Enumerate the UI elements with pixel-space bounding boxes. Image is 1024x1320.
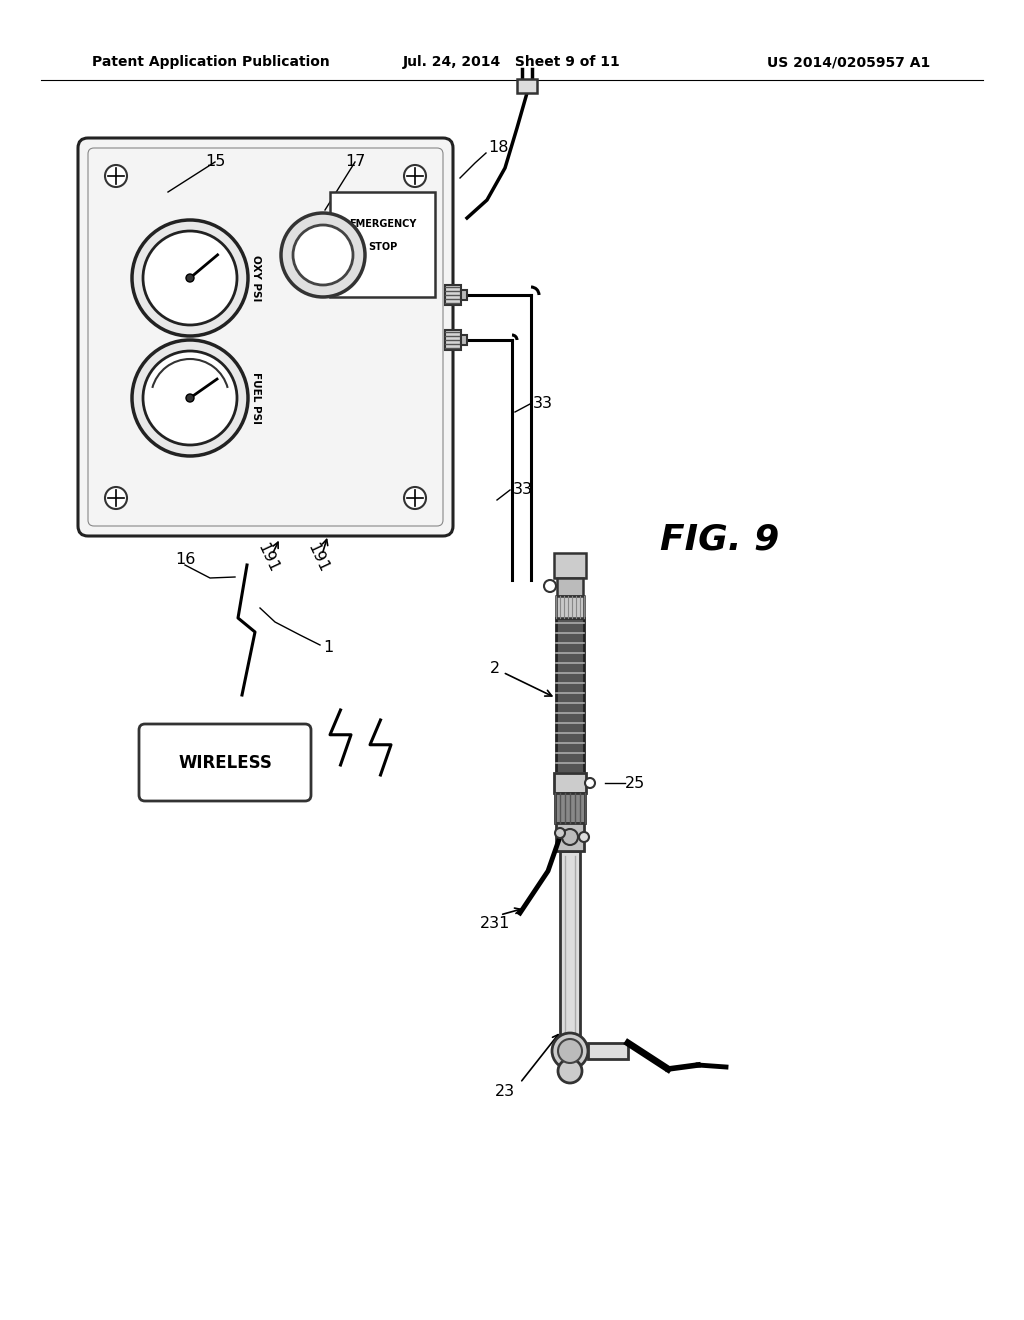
Text: Patent Application Publication: Patent Application Publication: [92, 55, 330, 69]
Circle shape: [105, 487, 127, 510]
Text: 33: 33: [534, 396, 553, 412]
Bar: [560, 851, 580, 1051]
Circle shape: [558, 1039, 582, 1063]
Text: 1: 1: [323, 640, 333, 656]
Bar: [556, 618, 584, 774]
Bar: [517, 79, 537, 92]
Circle shape: [404, 165, 426, 187]
Text: 191: 191: [255, 541, 282, 576]
Text: EMERGENCY: EMERGENCY: [349, 219, 416, 228]
Bar: [445, 330, 461, 350]
Bar: [554, 553, 586, 578]
Circle shape: [562, 829, 578, 845]
Circle shape: [105, 165, 127, 187]
Circle shape: [132, 341, 248, 455]
Circle shape: [281, 213, 365, 297]
Text: 16: 16: [175, 553, 196, 568]
Circle shape: [544, 579, 556, 591]
Circle shape: [555, 828, 565, 838]
Bar: [461, 335, 467, 345]
FancyBboxPatch shape: [78, 139, 453, 536]
Text: 231: 231: [480, 916, 510, 931]
Text: 17: 17: [345, 154, 366, 169]
Bar: [555, 793, 585, 822]
Circle shape: [579, 832, 589, 842]
Text: FUEL PSI: FUEL PSI: [251, 372, 261, 424]
Circle shape: [558, 1059, 582, 1082]
Circle shape: [186, 275, 194, 282]
Circle shape: [143, 351, 237, 445]
Text: 23: 23: [495, 1084, 515, 1098]
Text: WIRELESS: WIRELESS: [178, 754, 272, 771]
Circle shape: [552, 1034, 588, 1069]
Bar: [557, 578, 583, 597]
Circle shape: [404, 487, 426, 510]
Bar: [330, 191, 435, 297]
Bar: [445, 285, 461, 305]
Text: 191: 191: [305, 541, 332, 576]
FancyBboxPatch shape: [139, 723, 311, 801]
Bar: [556, 597, 584, 618]
Text: 2: 2: [489, 661, 552, 696]
Circle shape: [186, 393, 194, 403]
Circle shape: [293, 224, 353, 285]
Bar: [554, 774, 586, 793]
Circle shape: [143, 231, 237, 325]
Text: OXY PSI: OXY PSI: [251, 255, 261, 301]
Text: 25: 25: [625, 776, 645, 791]
Text: US 2014/0205957 A1: US 2014/0205957 A1: [767, 55, 930, 69]
Text: 18: 18: [488, 140, 509, 156]
Bar: [588, 1043, 628, 1059]
Bar: [556, 822, 584, 851]
Circle shape: [585, 777, 595, 788]
Text: STOP: STOP: [368, 242, 397, 252]
Text: 33: 33: [513, 483, 534, 498]
Bar: [461, 290, 467, 300]
Text: Jul. 24, 2014   Sheet 9 of 11: Jul. 24, 2014 Sheet 9 of 11: [403, 55, 621, 69]
Circle shape: [132, 220, 248, 337]
Text: FIG. 9: FIG. 9: [660, 523, 779, 557]
Text: 15: 15: [205, 154, 225, 169]
